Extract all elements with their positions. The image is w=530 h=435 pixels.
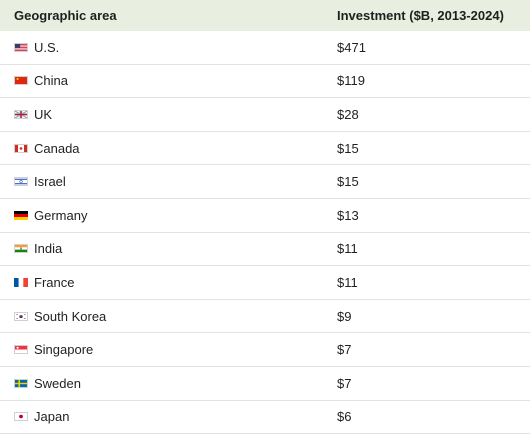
investment-value: $7 [337,342,352,358]
table-row: India $11 [0,233,530,267]
investment-value: $11 [337,241,358,257]
canada-flag-icon [14,143,28,153]
south-korea-flag-icon [14,311,28,321]
area-cell: Japan [14,409,69,424]
area-cell: U.S. [14,40,59,55]
investment-value: $7 [337,375,352,391]
china-flag-icon [14,76,28,86]
table-row: France $11 [0,266,530,300]
japan-flag-icon [14,412,28,422]
area-cell: Canada [14,141,80,156]
table-row: Germany $13 [0,199,530,233]
area-label: Japan [34,409,70,425]
area-label: South Korea [34,308,107,324]
area-label: UK [34,106,53,122]
column-header-geographic-area: Geographic area [14,8,117,23]
table-row: Singapore $7 [0,333,530,367]
sweden-flag-icon [14,378,28,388]
table-row: Canada $15 [0,132,530,166]
investment-value: $6 [337,409,352,425]
area-cell: Sweden [14,376,81,391]
area-label: Israel [34,174,66,190]
area-label: India [34,241,63,257]
area-cell: China [14,73,68,88]
us-flag-icon [14,42,28,52]
investment-value: $15 [337,140,359,156]
area-label: U.S. [34,39,60,55]
table-row: Japan $6 [0,401,530,435]
table-row: South Korea $9 [0,300,530,334]
area-label: Canada [34,140,80,156]
area-cell: Singapore [14,342,93,357]
israel-flag-icon [14,177,28,187]
table-body: U.S. $471 China $119 UK $28 Canada $15 Israel $15… [0,31,530,435]
area-label: China [34,73,68,89]
area-label: Sweden [34,375,81,391]
table-row: U.S. $471 [0,31,530,65]
uk-flag-icon [14,109,28,119]
table-row: UK $28 [0,98,530,132]
investment-value: $28 [337,106,359,122]
singapore-flag-icon [14,345,28,355]
area-cell: UK [14,107,52,122]
table-row: Sweden $7 [0,367,530,401]
area-cell: Israel [14,174,66,189]
investment-value: $13 [337,207,359,223]
area-cell: Germany [14,208,87,223]
france-flag-icon [14,277,28,287]
area-cell: France [14,275,74,290]
india-flag-icon [14,244,28,254]
area-cell: South Korea [14,309,106,324]
investment-value: $471 [337,39,366,55]
investment-value: $15 [337,174,359,190]
area-label: Singapore [34,342,94,358]
germany-flag-icon [14,210,28,220]
area-label: Germany [34,207,88,223]
area-label: France [34,274,75,290]
investment-value: $9 [337,308,352,324]
investment-value: $119 [337,73,365,89]
table-row: Israel $15 [0,165,530,199]
table-header: Geographic area Investment ($B, 2013-202… [0,0,530,31]
column-header-investment: Investment ($B, 2013-2024) [337,8,504,23]
table-row: China $119 [0,65,530,99]
area-cell: India [14,241,62,256]
investment-value: $11 [337,274,358,290]
